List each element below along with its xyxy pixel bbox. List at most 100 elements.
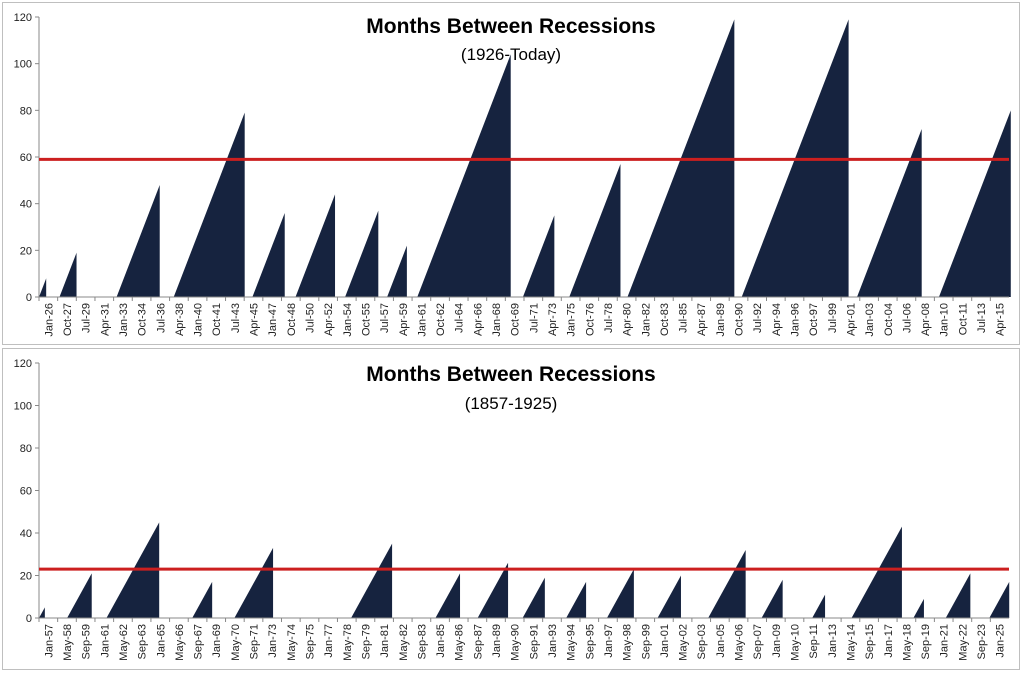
x-tick-label: Jul-64 xyxy=(454,303,466,333)
y-tick-label: 0 xyxy=(26,292,32,304)
x-tick-label: Oct-55 xyxy=(360,303,372,336)
x-tick-label: Sep-71 xyxy=(249,624,261,659)
expansion-area xyxy=(627,19,735,297)
x-tick-label: Sep-79 xyxy=(360,624,372,659)
expansion-area xyxy=(192,581,213,618)
expansion-area xyxy=(252,213,285,297)
x-tick-label: Sep-83 xyxy=(416,624,428,659)
x-tick-label: Sep-95 xyxy=(584,624,596,659)
x-tick-label: Jul-50 xyxy=(304,303,316,333)
chart-panel-1857-1925: Months Between Recessions (1857-1925) 0 2… xyxy=(2,348,1020,670)
expansion-area xyxy=(345,210,379,297)
x-tick-label: Apr-87 xyxy=(696,303,708,336)
x-tick-label: Jan-96 xyxy=(789,303,801,337)
expansion-area xyxy=(569,164,621,297)
x-tick-label: Apr-01 xyxy=(845,303,857,336)
expansion-area xyxy=(708,550,746,618)
x-tick-label: Jul-85 xyxy=(678,303,690,333)
x-tick-label: Sep-75 xyxy=(304,624,316,659)
x-tick-label: Sep-99 xyxy=(640,624,652,659)
expansion-area xyxy=(417,54,511,298)
y-tick-label: 80 xyxy=(20,105,32,117)
x-tick-label: May-94 xyxy=(566,624,578,661)
x-tick-label: Oct-69 xyxy=(510,303,522,336)
expansion-area xyxy=(387,245,407,297)
expansion-area xyxy=(938,110,1011,297)
x-tick-label: Jan-01 xyxy=(659,624,671,658)
x-tick-label: Jan-54 xyxy=(342,303,354,337)
x-tick-label: Jan-40 xyxy=(193,303,205,337)
x-tick-label: Jan-82 xyxy=(640,303,652,337)
x-tick-label: Oct-34 xyxy=(137,303,149,336)
x-tick-label: Jan-97 xyxy=(603,624,615,658)
expansion-area xyxy=(913,598,924,618)
x-tick-label: Jul-99 xyxy=(827,303,839,333)
x-tick-label: Jan-89 xyxy=(715,303,727,337)
x-tick-label: May-06 xyxy=(734,624,746,661)
x-tick-label: Sep-15 xyxy=(864,624,876,659)
x-tick-label: Apr-38 xyxy=(174,303,186,336)
x-tick-label: Jan-33 xyxy=(118,303,130,337)
x-tick-label: May-62 xyxy=(118,624,130,661)
x-tick-label: Jul-71 xyxy=(528,303,540,333)
expansion-area xyxy=(761,579,783,618)
x-tick-label: Jan-93 xyxy=(547,624,559,658)
expansion-area xyxy=(945,573,971,618)
x-tick-label: Jul-06 xyxy=(901,303,913,333)
x-tick-label: Jul-29 xyxy=(81,303,93,333)
y-tick-label: 20 xyxy=(20,245,32,257)
x-tick-label: Jan-81 xyxy=(379,624,391,658)
expansion-area xyxy=(116,185,160,297)
x-tick-label: Jan-03 xyxy=(864,303,876,337)
x-tick-label: May-82 xyxy=(398,624,410,661)
x-tick-label: Oct-27 xyxy=(62,303,74,336)
x-tick-label: Sep-67 xyxy=(193,624,205,659)
x-tick-label: May-70 xyxy=(230,624,242,661)
x-tick-label: Oct-04 xyxy=(883,303,895,336)
x-tick-label: Sep-07 xyxy=(752,624,764,659)
x-tick-label: May-86 xyxy=(454,624,466,661)
x-tick-label: May-22 xyxy=(957,624,969,661)
x-tick-label: Jan-89 xyxy=(491,624,503,658)
x-tick-label: Sep-87 xyxy=(472,624,484,659)
expansion-area xyxy=(606,569,634,618)
expansion-area xyxy=(295,194,336,297)
x-tick-label: Oct-90 xyxy=(734,303,746,336)
y-tick-label: 60 xyxy=(20,152,32,164)
x-tick-label: Jan-47 xyxy=(267,303,279,337)
x-tick-label: Apr-52 xyxy=(323,303,335,336)
x-tick-label: Jan-10 xyxy=(939,303,951,337)
x-tick-label: May-98 xyxy=(622,624,634,661)
x-tick-label: Jan-77 xyxy=(323,624,335,658)
x-tick-label: Jan-09 xyxy=(771,624,783,658)
x-tick-label: Oct-41 xyxy=(211,303,223,336)
x-tick-label: Jan-73 xyxy=(267,624,279,658)
x-tick-label: Jan-26 xyxy=(43,303,55,337)
x-tick-label: Sep-03 xyxy=(696,624,708,659)
x-tick-label: Oct-48 xyxy=(286,303,298,336)
x-tick-label: Jan-13 xyxy=(827,624,839,658)
expansion-area xyxy=(173,112,245,298)
y-tick-label: 20 xyxy=(20,571,32,583)
expansion-area xyxy=(657,575,681,618)
x-tick-label: Jul-36 xyxy=(155,303,167,333)
expansion-area xyxy=(741,19,849,297)
x-tick-label: Apr-15 xyxy=(995,303,1007,336)
x-tick-label: Apr-73 xyxy=(547,303,559,336)
x-tick-label: Jan-61 xyxy=(416,303,428,337)
x-tick-label: Sep-11 xyxy=(808,624,820,659)
y-tick-label: 40 xyxy=(20,199,32,211)
expansion-area xyxy=(351,543,393,618)
x-tick-label: Apr-31 xyxy=(99,303,111,336)
x-tick-label: Sep-59 xyxy=(81,624,93,659)
x-tick-label: Jan-17 xyxy=(883,624,895,658)
y-tick-label: 0 xyxy=(26,613,32,625)
expansion-area xyxy=(234,547,274,618)
x-tick-label: Sep-91 xyxy=(528,624,540,659)
y-tick-label: 40 xyxy=(20,528,32,540)
y-tick-label: 60 xyxy=(20,486,32,498)
x-tick-label: Apr-80 xyxy=(622,303,634,336)
expansion-area xyxy=(477,562,509,618)
expansion-area xyxy=(59,252,77,297)
x-tick-label: May-10 xyxy=(789,624,801,661)
